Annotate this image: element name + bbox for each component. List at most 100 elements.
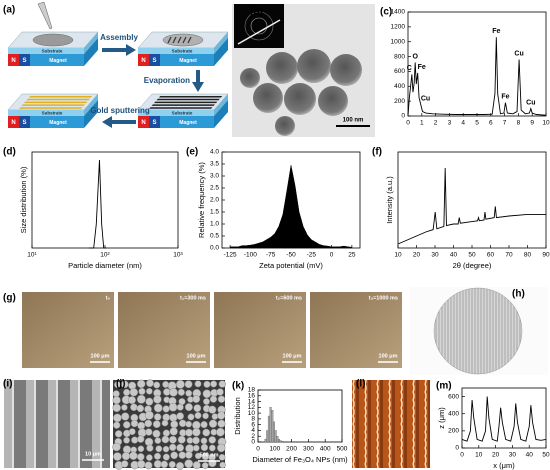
substrate-front	[138, 48, 214, 54]
x-tick-label: 40	[526, 452, 534, 459]
particle	[130, 403, 138, 411]
particle	[162, 429, 170, 437]
schematic-block: Substrate N S Magnet	[137, 31, 229, 66]
particle	[208, 405, 217, 414]
stripe	[21, 104, 85, 106]
particle	[112, 442, 121, 452]
y-tick-label: 3.5	[210, 161, 219, 168]
particle	[153, 413, 162, 421]
particle	[113, 452, 122, 461]
histogram-bar	[272, 421, 275, 443]
particle	[137, 421, 146, 430]
data-line	[407, 37, 547, 117]
x-tick-label: 20	[413, 252, 421, 259]
particle	[209, 395, 218, 403]
x-tick-label: 0	[460, 452, 464, 459]
particle	[169, 388, 178, 397]
pole-label: N	[141, 120, 145, 126]
particle	[203, 380, 211, 388]
y-tick-label: 2	[251, 433, 255, 440]
arrow	[102, 44, 136, 56]
scale-bar-label: 500 nm	[200, 452, 219, 458]
panel-label: (f)	[372, 147, 382, 158]
y-tick-label: 1200	[391, 24, 406, 31]
particle	[217, 443, 226, 453]
optical-frame	[214, 292, 306, 368]
particle	[153, 403, 163, 413]
particle	[146, 454, 153, 461]
particle	[113, 421, 121, 429]
stripe	[156, 98, 220, 101]
x-tick-label: 2	[434, 120, 438, 127]
axes-frame	[461, 387, 547, 449]
particle	[153, 381, 161, 389]
panel-label: (i)	[3, 379, 12, 390]
y-tick-label: 3.0	[210, 173, 219, 180]
x-tick-label: 30	[509, 452, 517, 459]
x-tick-label: 5	[475, 120, 479, 127]
particle	[137, 379, 146, 389]
particle	[120, 380, 129, 389]
stripe	[154, 101, 218, 104]
particle	[202, 428, 211, 437]
particle	[194, 452, 202, 460]
particle	[178, 451, 186, 459]
particle	[218, 453, 226, 461]
particle	[185, 389, 193, 397]
particle	[145, 397, 154, 406]
particle	[178, 419, 187, 428]
pole-label: S	[152, 120, 156, 126]
particle	[138, 387, 146, 395]
step-label: Gold sputtering	[90, 106, 150, 115]
particle	[176, 403, 184, 411]
y-axis-label: Size distribution (%)	[19, 166, 28, 233]
y-tick-label: 10	[248, 410, 256, 417]
magnet-north	[8, 116, 19, 128]
magnet-side	[214, 38, 228, 66]
y-axis-label: Intensity (a.u.)	[385, 176, 394, 224]
x-axis-label: 2θ (degree)	[453, 261, 492, 270]
stripe	[19, 107, 83, 109]
x-axis-label: x (μm)	[493, 461, 515, 470]
scale-bar-label: 100 μm	[379, 353, 398, 359]
data-line	[88, 159, 107, 249]
substrate-front	[8, 48, 84, 54]
particle	[200, 437, 208, 445]
particle	[208, 444, 216, 452]
y-tick-label: 12	[248, 404, 256, 411]
peak-label: Cu	[421, 96, 430, 103]
particle	[144, 419, 153, 428]
scale-bar-label: 10 μm	[85, 451, 101, 457]
frame-label: t₂=600 ms	[276, 295, 302, 301]
particle	[176, 461, 185, 470]
x-tick-label: 1	[420, 120, 424, 127]
substrate-side	[84, 94, 98, 116]
particle	[121, 404, 128, 411]
x-tick-label: 300	[303, 446, 314, 453]
particle	[152, 429, 161, 438]
y-axis-label: Relative frequency (%)	[197, 162, 206, 238]
particle	[155, 445, 163, 453]
particle	[203, 398, 210, 405]
particle	[216, 388, 224, 396]
particle	[192, 444, 200, 452]
particle	[153, 452, 162, 460]
magnet-north	[8, 54, 19, 66]
axes-frame	[397, 151, 547, 249]
stripe	[151, 104, 215, 106]
y-tick-label: 1.5	[210, 209, 219, 216]
schematic-block: Substrate N S Magnet	[137, 93, 229, 128]
histogram-bar	[271, 410, 274, 443]
peak-label: Cu	[514, 50, 523, 57]
frame-label: t₀	[106, 295, 111, 301]
particle	[129, 388, 138, 397]
optical-frame	[310, 292, 402, 368]
substrate-front	[138, 110, 214, 116]
particle	[137, 445, 145, 453]
y-tick-label: 800	[394, 53, 405, 60]
histogram-bar	[264, 438, 267, 443]
particle	[137, 459, 146, 469]
y-tick-label: 1.0	[210, 221, 219, 228]
particle	[121, 412, 130, 421]
particle	[177, 435, 186, 444]
